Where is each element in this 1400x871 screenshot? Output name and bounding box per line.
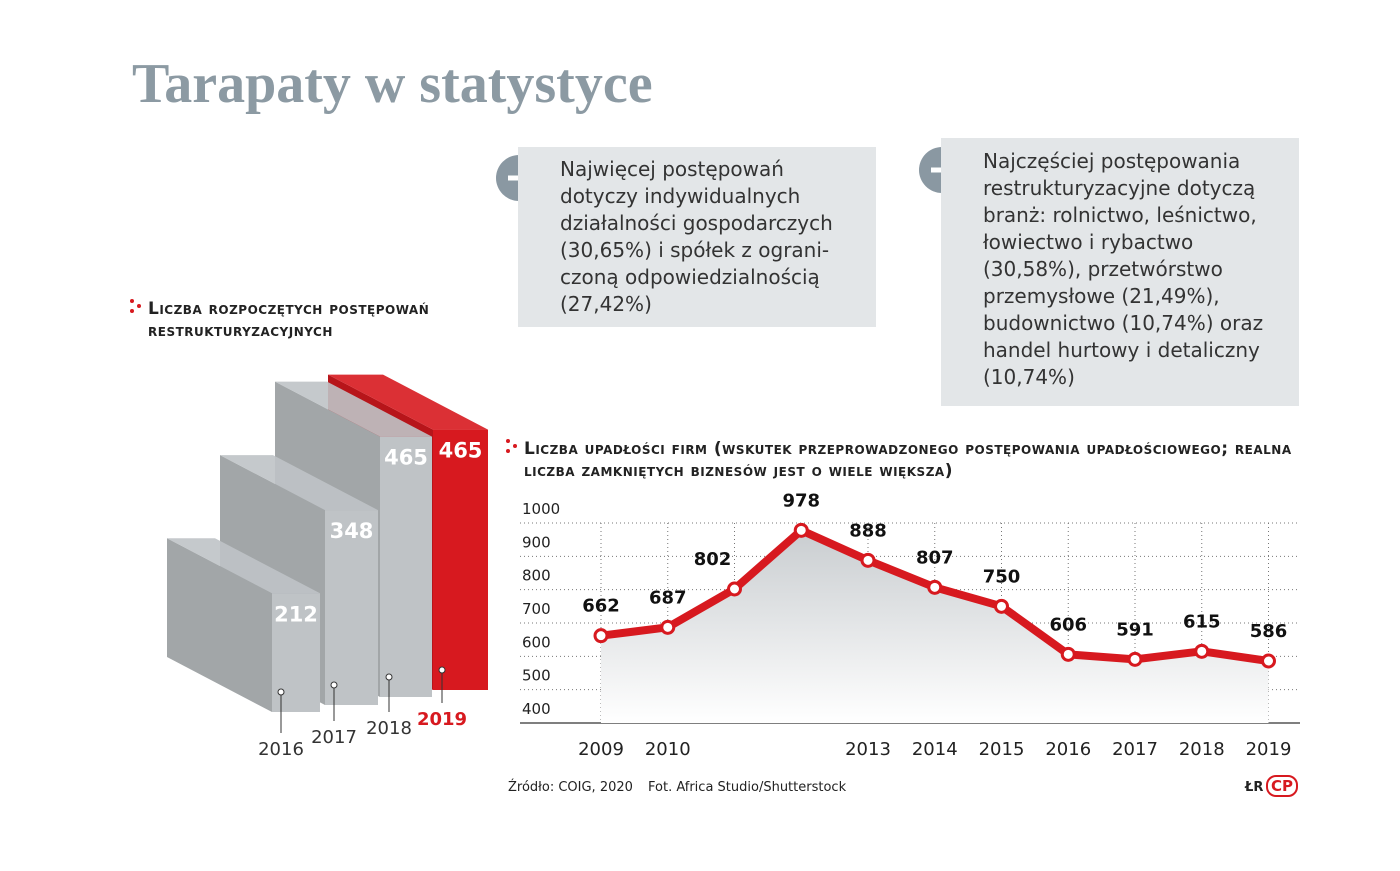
y-tick-label: 500 <box>522 667 551 685</box>
value-label: 615 <box>1183 611 1221 632</box>
y-tick-label: 400 <box>522 700 551 718</box>
logo: CP <box>1266 775 1299 797</box>
note-line: przemysłowe (21,49%), <box>983 284 1220 308</box>
note-line: dotyczy indywidualnych <box>560 184 801 208</box>
value-label: 888 <box>849 520 887 541</box>
note-text: Najczęściej postępowania restrukturyzacyj… <box>983 148 1263 391</box>
bullet-dots <box>130 299 517 453</box>
x-tick-label: 2019 <box>1246 739 1292 760</box>
value-label: 978 <box>782 490 820 511</box>
value-label: 802 <box>694 549 732 570</box>
value-label: 465 <box>384 446 428 470</box>
note-line: czoną odpowiedzialnością <box>560 265 820 289</box>
point <box>1194 643 1210 659</box>
point <box>1060 646 1076 662</box>
leader-dot <box>385 673 393 681</box>
value-label: 586 <box>1250 621 1288 642</box>
note-line: budownictwo (10,74%) oraz <box>983 311 1264 335</box>
bar-top <box>220 455 378 511</box>
x-tick-label: 2017 <box>1112 739 1158 760</box>
source: Źródło: COIG, 2020 <box>508 780 633 795</box>
note-line: działalności gospodarczych <box>560 211 833 235</box>
bar-side <box>167 538 272 712</box>
bar <box>325 510 378 705</box>
note-line: (27,42%) <box>560 292 652 316</box>
y-tick-label: 800 <box>522 567 551 585</box>
x-tick-label: 2014 <box>912 739 958 760</box>
x-tick-label: 2019 <box>417 709 467 730</box>
bar-top <box>167 538 320 594</box>
value-label: 606 <box>1049 614 1087 635</box>
bar <box>433 429 488 690</box>
x-tick-label: 2009 <box>578 739 624 760</box>
x-tick-label: 2016 <box>258 739 304 760</box>
y-tick-label: 1000 <box>522 500 560 518</box>
bar-top <box>275 381 432 437</box>
note-line: (10,74%) <box>983 365 1075 389</box>
point <box>1261 653 1276 669</box>
bar-top <box>328 374 488 430</box>
point <box>860 552 876 568</box>
x-tick-label: 2016 <box>1045 739 1091 760</box>
note-line: handel hurtowy i detaliczny <box>983 338 1260 362</box>
value-label: 662 <box>582 596 620 617</box>
note-line: (30,65%) i spółek z ograni- <box>560 238 830 262</box>
leader-dot <box>277 688 285 696</box>
point <box>1127 651 1143 667</box>
note-line: Najwięcej postępowań <box>560 157 784 181</box>
x-tick-label: 2013 <box>845 739 891 760</box>
note-box: Najczęściej postępowania restrukturyzacyj… <box>941 138 1299 406</box>
note-line: łowiectwo i rybactwo <box>983 230 1194 254</box>
leader-dot <box>438 666 446 674</box>
value-label: 750 <box>983 566 1021 587</box>
y-tick-label: 900 <box>522 533 551 551</box>
value-label: 212 <box>274 602 318 626</box>
x-tick-label: 2010 <box>645 739 691 760</box>
point <box>994 598 1009 614</box>
note-line: restrukturyzacyjne dotyczą <box>983 176 1256 200</box>
note-box: Najwięcej postępowań dotyczy indywidualny… <box>518 147 876 327</box>
x-tick-label: 2017 <box>311 727 357 748</box>
point <box>593 628 609 644</box>
value-label: 807 <box>916 547 954 568</box>
area <box>601 530 1269 723</box>
point <box>927 579 943 595</box>
chart-title: Liczba upadłości firm (wskutek przeprowa… <box>524 439 1292 481</box>
x-tick-label: 2018 <box>1179 739 1225 760</box>
bar <box>380 436 432 697</box>
y-tick-label: 700 <box>522 600 551 618</box>
note-text: Najwięcej postępowań dotyczy indywidualny… <box>560 156 833 318</box>
point <box>727 581 742 597</box>
value-label: 348 <box>330 519 374 543</box>
author: ŁR <box>1245 780 1264 795</box>
point <box>793 522 809 538</box>
chart-title: Liczba rozpoczętych postępowań restruktu… <box>148 299 430 341</box>
leader-dot <box>330 681 338 689</box>
note-line: Najczęściej postępowania <box>983 149 1241 173</box>
value-label: 591 <box>1116 619 1154 640</box>
x-tick-label: 2018 <box>366 718 412 739</box>
value-label: 465 <box>439 439 483 463</box>
note-line: branż: rolnictwo, leśnictwo, <box>983 203 1257 227</box>
note-line: (30,58%), przetwórstwo <box>983 257 1223 281</box>
page-title: Tarapaty w statystyce <box>132 53 653 115</box>
x-tick-label: 2015 <box>979 739 1025 760</box>
value-label: 687 <box>649 587 687 608</box>
point <box>660 619 676 635</box>
y-tick-label: 600 <box>522 633 551 651</box>
photo-credit: Fot. Africa Studio/Shutterstock <box>648 780 847 795</box>
